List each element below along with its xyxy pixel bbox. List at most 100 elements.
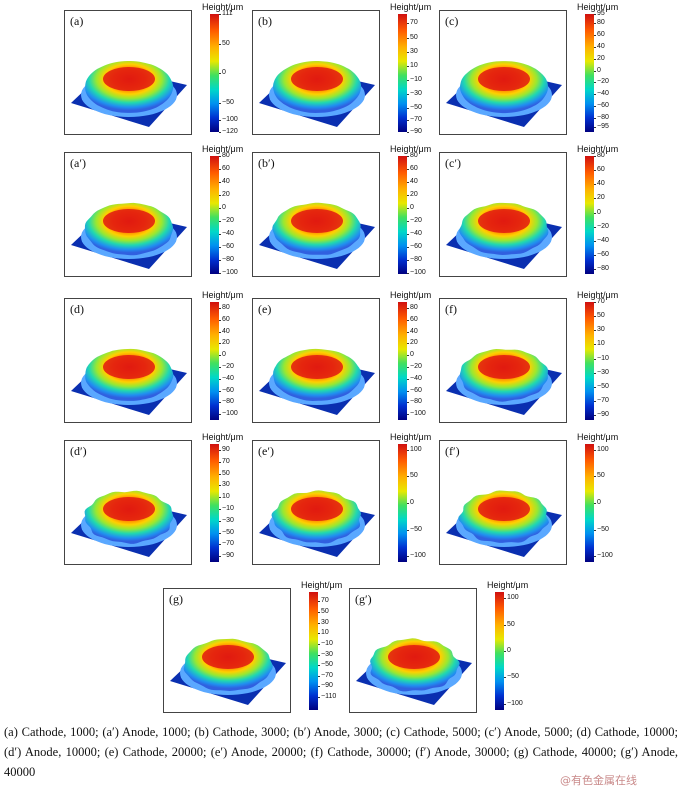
colorbar-ticks: 70 50 30 10 −10 −30 −50 −70 −90 −110 xyxy=(317,592,351,710)
surface-plot-frame: (g′) xyxy=(349,588,477,713)
colorbar-ticks: 80 60 40 20 0 −20 −40 −60 −80 −100 xyxy=(407,152,440,276)
colorbar-tick-label: −100 xyxy=(219,268,238,276)
colorbar-tick-label: 50 xyxy=(594,312,605,320)
colorbar-ticks: 111 50 0 −50 −100 −120 xyxy=(219,10,252,135)
colorbar-tick-label: 80 xyxy=(219,152,230,159)
surface-height-map xyxy=(446,61,562,127)
panel-label: (a′) xyxy=(70,156,86,170)
colorbar-tick-label: 50 xyxy=(407,33,418,41)
colorbar-tick-label: 10 xyxy=(219,493,230,501)
colorbar-tick-label: 10 xyxy=(594,340,605,348)
colorbar-tick-label: 100 xyxy=(407,445,422,453)
surface-height-map xyxy=(259,348,375,415)
surface-height-map xyxy=(71,202,187,269)
colorbar-tick-label: −95 xyxy=(594,123,609,131)
colorbar-tick-label: −50 xyxy=(594,526,609,534)
colorbar-tick-label: −80 xyxy=(407,255,422,263)
colorbar-tick-label: 10 xyxy=(318,629,329,637)
surface-height-map xyxy=(71,61,187,127)
colorbar-tick-label: −80 xyxy=(594,265,609,273)
surface-plot-frame: (f) xyxy=(439,298,567,423)
colorbar-title: Height/μm xyxy=(577,2,619,12)
panel-label: (f) xyxy=(445,302,457,316)
colorbar xyxy=(210,302,219,420)
colorbar-tick-label: 0 xyxy=(407,351,414,359)
colorbar-tick-label: 20 xyxy=(407,339,418,347)
colorbar-tick-label: −60 xyxy=(219,386,234,394)
dome-peak xyxy=(478,67,530,91)
colorbar-tick-label: −20 xyxy=(219,362,234,370)
colorbar-title: Height/μm xyxy=(487,580,529,590)
colorbar xyxy=(398,302,407,420)
colorbar-tick-label: −100 xyxy=(407,268,426,276)
colorbar-tick-label: 50 xyxy=(219,39,230,47)
colorbar-tick-label: 0 xyxy=(219,351,226,359)
panel-label: (d) xyxy=(70,302,84,316)
colorbar-tick-label: −100 xyxy=(407,552,426,560)
surface-plot-frame: (b) xyxy=(252,10,380,135)
colorbar-tick-label: 50 xyxy=(219,469,230,477)
colorbar-tick-label: 30 xyxy=(219,481,230,489)
watermark: @有色金属在线 xyxy=(560,774,637,787)
colorbar-title: Height/μm xyxy=(390,432,432,442)
surface-height-map xyxy=(170,638,286,705)
colorbar-tick-label: −80 xyxy=(219,398,234,406)
colorbar xyxy=(585,302,594,420)
colorbar-tick-label: 50 xyxy=(407,471,418,479)
dome-peak xyxy=(291,497,343,521)
panel-label: (e′) xyxy=(258,444,274,458)
colorbar-tick-label: 70 xyxy=(594,298,605,305)
colorbar-tick-label: 60 xyxy=(407,164,418,172)
colorbar-tick-label: −50 xyxy=(407,104,422,112)
colorbar-tick-label: −40 xyxy=(594,236,609,244)
dome-peak xyxy=(103,497,155,521)
surface-height-map xyxy=(446,349,562,415)
colorbar-tick-label: 0 xyxy=(594,208,601,216)
colorbar-tick-label: 40 xyxy=(219,177,230,185)
colorbar-tick-label: 100 xyxy=(594,445,609,453)
colorbar-tick-label: −10 xyxy=(318,639,333,647)
surface-height-map xyxy=(71,348,187,415)
colorbar-tick-label: −120 xyxy=(219,128,238,135)
colorbar xyxy=(495,592,504,710)
colorbar-title: Height/μm xyxy=(390,144,432,154)
colorbar-ticks: 70 50 30 10 −10 −30 −50 −70 −90 xyxy=(407,14,440,135)
panel-label: (e) xyxy=(258,302,272,316)
colorbar-tick-label: −90 xyxy=(594,411,609,419)
colorbar xyxy=(398,156,407,274)
panel-label: (g′) xyxy=(355,592,372,606)
colorbar-tick-label: 60 xyxy=(219,164,230,172)
colorbar xyxy=(210,444,219,562)
colorbar xyxy=(210,14,219,132)
colorbar-tick-label: 30 xyxy=(407,47,418,55)
colorbar-ticks: 80 60 40 20 0 −20 −40 −60 −80 xyxy=(594,152,627,274)
colorbar-title: Height/μm xyxy=(202,290,244,300)
colorbar-tick-label: 90 xyxy=(219,445,230,453)
colorbar-ticks: 70 50 30 10 −10 −30 −50 −70 −90 xyxy=(594,298,627,420)
colorbar-tick-label: 70 xyxy=(219,457,230,465)
surface-height-map xyxy=(71,490,187,557)
colorbar-tick-label: −90 xyxy=(219,552,234,560)
panel-label: (c′) xyxy=(445,156,461,170)
colorbar-tick-label: −80 xyxy=(594,113,609,121)
colorbar-tick-label: 80 xyxy=(594,152,605,159)
colorbar-tick-label: −90 xyxy=(318,682,333,690)
colorbar-tick-label: 80 xyxy=(594,19,605,27)
colorbar-tick-label: −100 xyxy=(219,116,238,124)
colorbar-tick-label: 60 xyxy=(219,315,230,323)
panel-label: (a) xyxy=(70,14,84,28)
surface-plot-frame: (e′) xyxy=(252,440,380,565)
colorbar-tick-label: 0 xyxy=(594,66,601,74)
colorbar-tick-label: −50 xyxy=(594,382,609,390)
colorbar-tick-label: 40 xyxy=(407,177,418,185)
panel-label: (c) xyxy=(445,14,459,28)
colorbar-tick-label: −50 xyxy=(407,526,422,534)
colorbar-tick-label: 50 xyxy=(504,621,515,629)
surface-plot-frame: (a) xyxy=(64,10,192,135)
colorbar-tick-label: −60 xyxy=(407,386,422,394)
colorbar xyxy=(210,156,219,274)
colorbar-tick-label: −40 xyxy=(407,374,422,382)
surface-plot-frame: (d) xyxy=(64,298,192,423)
colorbar-title: Height/μm xyxy=(577,144,619,154)
colorbar-ticks: 90 70 50 30 10 −10 −30 −50 −70 −90 xyxy=(219,444,252,562)
